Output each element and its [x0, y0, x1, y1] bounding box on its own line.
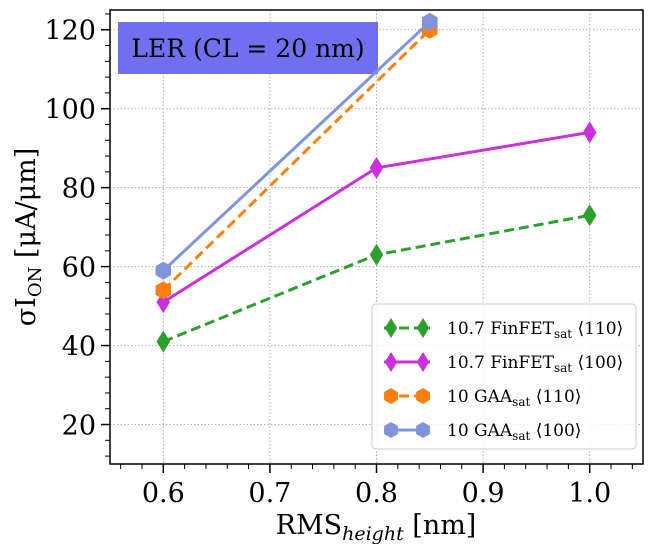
hexagon-marker — [384, 388, 398, 404]
legend-entry: 10.7 FinFETsat ⟨110⟩ — [384, 318, 623, 341]
x-tick-label: 1.0 — [568, 478, 611, 509]
hexagon-marker — [416, 422, 430, 438]
y-axis-label: σION [μA/μm] — [11, 148, 46, 327]
x-tick-label: 0.6 — [142, 478, 185, 509]
hexagon-marker — [416, 388, 430, 404]
hexagon-marker — [384, 422, 398, 438]
annotation-text: LER (CL = 20 nm) — [131, 34, 364, 63]
x-axis-label: RMSheight [nm] — [276, 510, 477, 544]
hexagon-marker — [155, 281, 172, 300]
legend: 10.7 FinFETsat ⟨110⟩ 10.7 FinFETsat ⟨100⟩… — [371, 303, 637, 450]
axis-ticks — [101, 13, 633, 473]
series-line — [162, 28, 431, 292]
legend-entry: 10.7 FinFETsat ⟨100⟩ — [384, 352, 623, 375]
legend-label: 10.7 FinFETsat ⟨100⟩ — [447, 353, 623, 375]
x-tick-label: 0.9 — [462, 478, 505, 509]
y-tick-labels: 20 40 60 80 100 120 — [44, 16, 96, 442]
y-tick-label: 20 — [62, 411, 96, 442]
diamond-marker — [582, 204, 597, 227]
legend-entry: 10 GAAsat ⟨100⟩ — [384, 421, 581, 443]
legend-entry: 10 GAAsat ⟨110⟩ — [384, 387, 581, 409]
diamond-marker — [416, 352, 430, 372]
hexagon-marker — [422, 12, 438, 31]
diamond-marker — [384, 352, 398, 372]
annotation-background — [118, 22, 378, 74]
y-tick-label: 80 — [62, 174, 96, 205]
diamond-marker — [369, 156, 384, 179]
diamond-marker — [369, 243, 384, 266]
legend-frame — [371, 303, 637, 450]
legend-label: 10 GAAsat ⟨110⟩ — [447, 387, 581, 409]
y-tick-label: 60 — [62, 253, 96, 284]
diamond-marker — [156, 330, 171, 353]
diamond-marker — [384, 318, 398, 338]
diamond-marker — [416, 318, 430, 338]
annotation-box: LER (CL = 20 nm) — [118, 22, 378, 74]
y-tick-label: 120 — [44, 16, 96, 47]
y-tick-label: 40 — [62, 332, 96, 363]
x-tick-label: 0.7 — [248, 478, 291, 509]
series-4 — [155, 12, 438, 280]
x-tick-labels: 0.6 0.7 0.8 0.9 1.0 — [142, 478, 611, 509]
legend-label: 10 GAAsat ⟨100⟩ — [447, 421, 581, 443]
series-1 — [156, 204, 597, 353]
diamond-marker — [582, 121, 597, 144]
x-tick-label: 0.8 — [355, 478, 398, 509]
legend-label: 10.7 FinFETsat ⟨110⟩ — [447, 319, 623, 341]
hexagon-marker — [155, 261, 172, 280]
y-tick-label: 100 — [44, 95, 96, 126]
series-line — [162, 20, 431, 272]
series-layer — [155, 12, 597, 353]
